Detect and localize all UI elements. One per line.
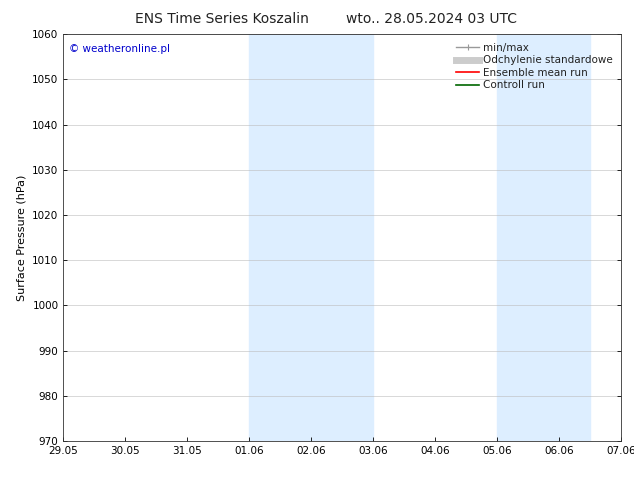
Legend: min/max, Odchylenie standardowe, Ensemble mean run, Controll run: min/max, Odchylenie standardowe, Ensembl…: [453, 40, 616, 94]
Bar: [249, 34, 373, 441]
Text: ENS Time Series Koszalin: ENS Time Series Koszalin: [135, 12, 309, 26]
Text: © weatheronline.pl: © weatheronline.pl: [69, 45, 170, 54]
Text: wto.. 28.05.2024 03 UTC: wto.. 28.05.2024 03 UTC: [346, 12, 517, 26]
Y-axis label: Surface Pressure (hPa): Surface Pressure (hPa): [16, 174, 27, 301]
Bar: [497, 34, 590, 441]
